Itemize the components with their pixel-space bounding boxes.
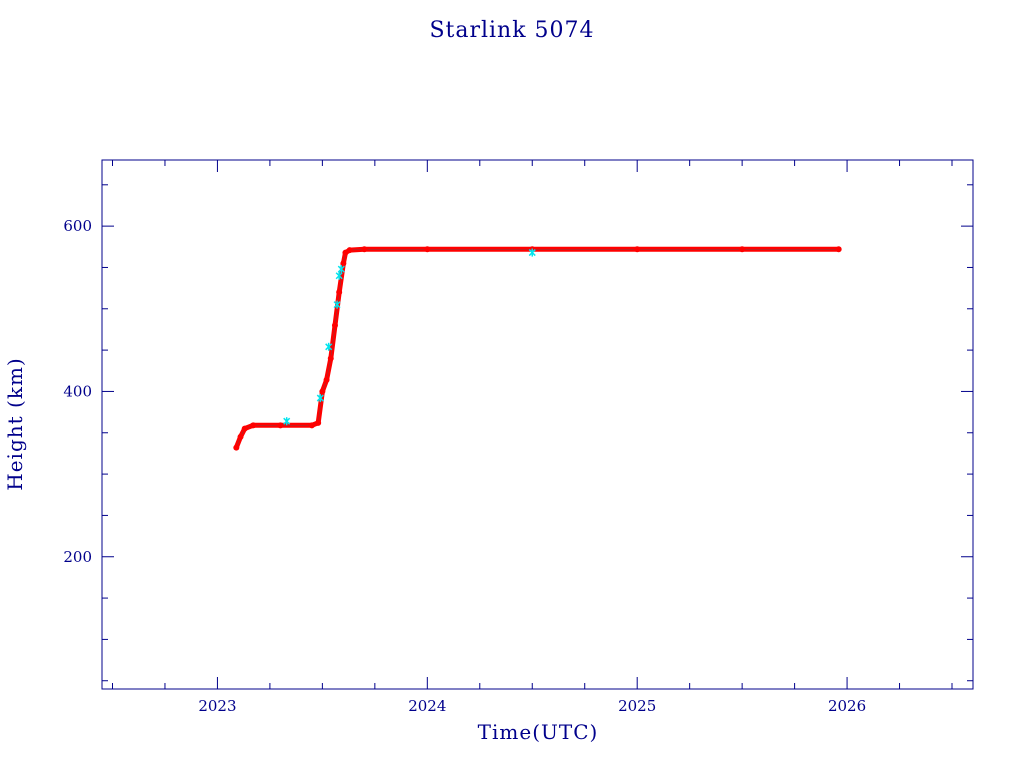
height-point <box>323 376 330 383</box>
data-series <box>233 246 842 451</box>
x-tick-label: 2023 <box>198 697 236 715</box>
height-point <box>277 422 284 429</box>
height-point <box>424 246 431 253</box>
x-axis-title: Time(UTC) <box>478 720 599 744</box>
height-point <box>327 355 334 362</box>
plot-frame <box>101 159 974 690</box>
height-point <box>739 246 746 253</box>
y-axis: 200 400 600 <box>63 184 973 682</box>
height-point <box>315 419 322 426</box>
secondary-point <box>316 394 324 403</box>
height-point <box>346 247 353 254</box>
secondary-point <box>283 417 291 426</box>
height-point <box>319 388 326 395</box>
secondary-point <box>335 271 343 280</box>
height-point <box>340 260 347 267</box>
height-point <box>241 425 248 432</box>
height-point <box>336 289 343 296</box>
height-point <box>634 246 641 253</box>
height-point <box>331 322 338 329</box>
y-tick-label: 600 <box>63 217 92 235</box>
x-tick-label: 2025 <box>618 697 656 715</box>
height-point <box>308 422 315 429</box>
y-tick-label: 200 <box>63 548 92 566</box>
chart-title: Starlink 5074 <box>429 18 594 43</box>
height-point <box>233 444 240 451</box>
secondary-point <box>325 342 333 351</box>
x-axis: 2023 2024 2025 2026 <box>111 160 953 715</box>
secondary-point <box>333 300 341 309</box>
x-tick-label: 2026 <box>828 697 866 715</box>
height-point <box>237 433 244 440</box>
y-axis-title: Height (km) <box>3 357 27 490</box>
y-tick-label: 400 <box>63 382 92 400</box>
height-point <box>835 246 842 253</box>
height-point <box>361 246 368 253</box>
height-point <box>250 422 257 429</box>
x-tick-label: 2024 <box>408 697 446 715</box>
secondary-point <box>337 265 345 274</box>
secondary-point <box>528 248 536 257</box>
